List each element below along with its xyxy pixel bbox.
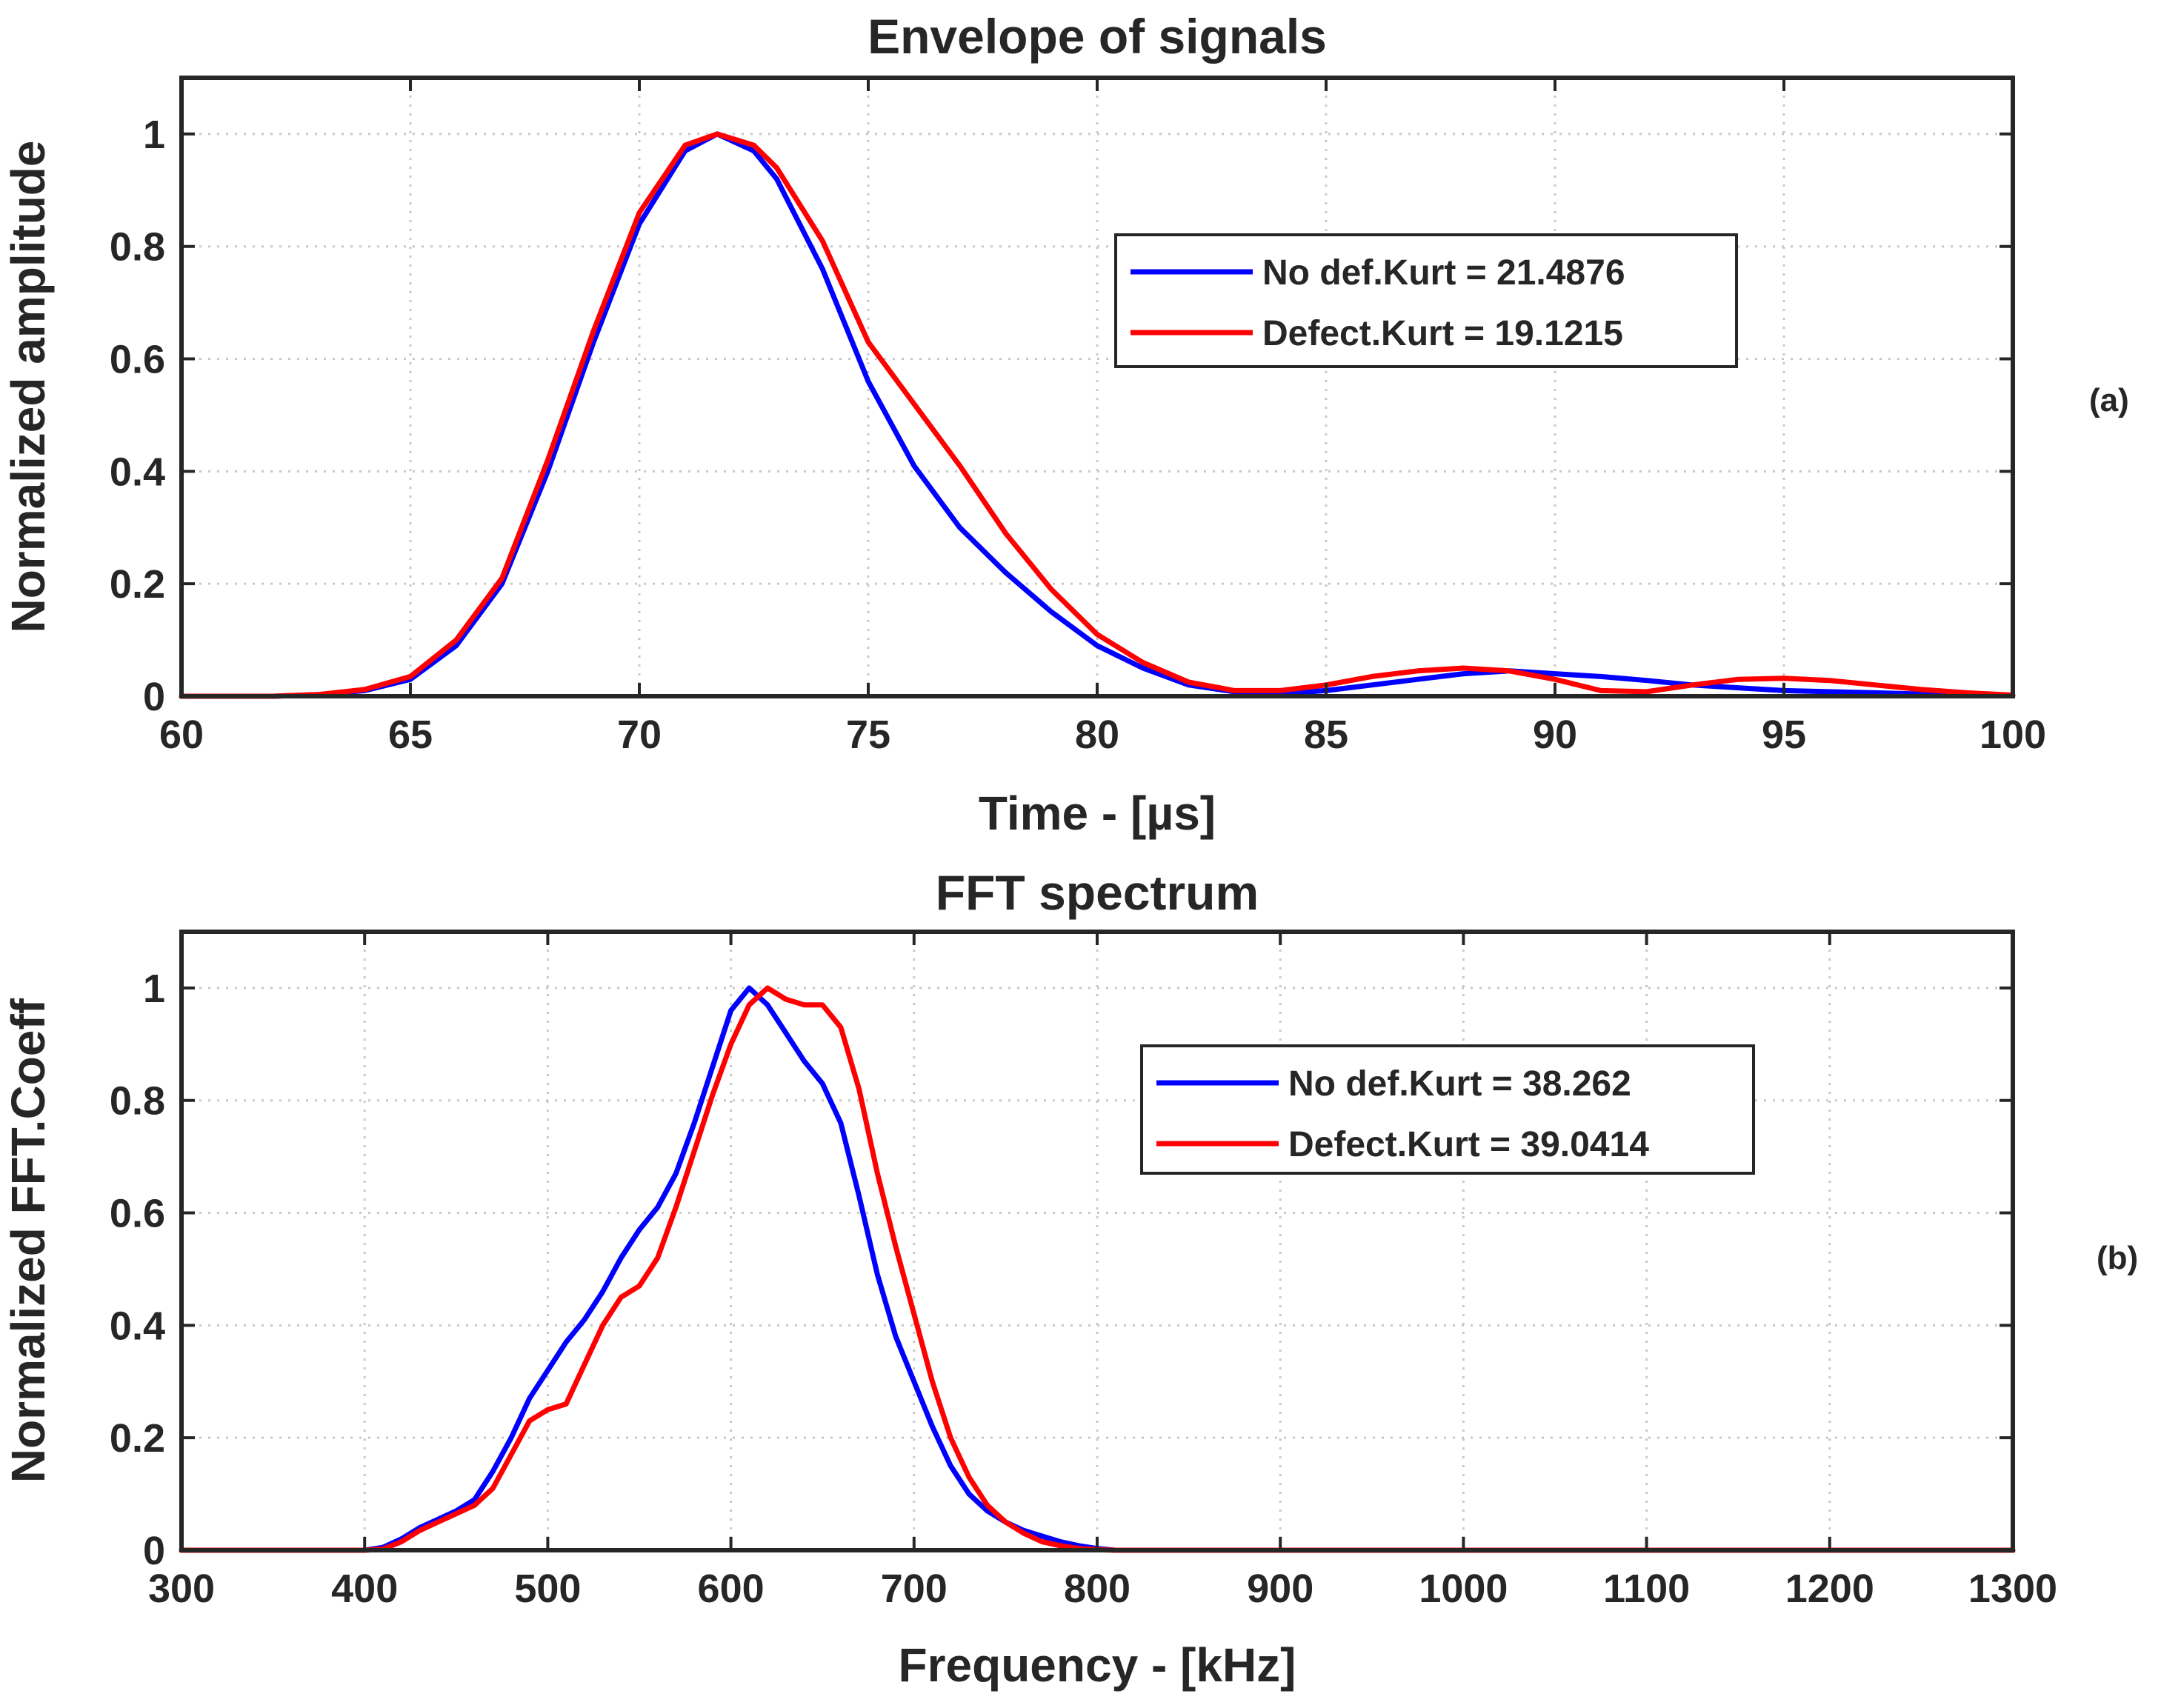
chart-title: FFT spectrum xyxy=(936,865,1259,920)
y-tick-label: 0.2 xyxy=(110,1416,165,1461)
legend-box xyxy=(1140,1044,1755,1175)
y-tick-label: 0.8 xyxy=(110,1079,165,1124)
grid xyxy=(182,78,2013,696)
panel-tag-a: (a) xyxy=(2089,382,2129,418)
legend-label-defect: Defect.Kurt = 39.0414 xyxy=(1288,1125,1649,1164)
x-tick-label: 1100 xyxy=(1603,1567,1690,1611)
x-ticks: 60 65 70 75 80 85 90 95 100 xyxy=(159,78,2046,757)
x-axis-label: Time - [µs] xyxy=(979,787,1216,840)
y-tick-label: 1 xyxy=(143,967,165,1011)
y-tick-label: 0.6 xyxy=(110,1192,165,1236)
series-line-defect xyxy=(179,131,2016,699)
x-ticks: 300 400 500 600 700 800 900 1000 1100 1200 1300 xyxy=(148,932,2057,1611)
legend-label-no-defect: No def.Kurt = 38.262 xyxy=(1288,1064,1631,1104)
x-tick-label: 300 xyxy=(148,1567,215,1611)
y-tick-label: 0.2 xyxy=(110,562,165,607)
x-tick-label: 80 xyxy=(1075,713,1119,757)
x-tick-label: 900 xyxy=(1247,1567,1313,1611)
legend: No def.Kurt = 38.262 Defect.Kurt = 39.04… xyxy=(1140,1044,1755,1175)
y-tick-label: 0 xyxy=(143,675,165,719)
x-tick-label: 65 xyxy=(388,713,433,757)
plot-area xyxy=(182,932,2013,1550)
panel-tag-b: (b) xyxy=(2097,1240,2138,1276)
x-tick-label: 60 xyxy=(159,713,204,757)
x-tick-label: 1000 xyxy=(1419,1567,1508,1611)
series-line-no-defect xyxy=(179,131,2016,699)
x-tick-label: 700 xyxy=(881,1567,948,1611)
y-tick-label: 0.8 xyxy=(110,225,165,270)
legend-label-defect: Defect.Kurt = 19.1215 xyxy=(1262,314,1623,353)
series-group xyxy=(179,985,2016,1553)
y-tick-label: 0.6 xyxy=(110,338,165,382)
y-axis-label: Normalized amplitude xyxy=(1,141,55,633)
x-tick-label: 100 xyxy=(1979,713,2046,757)
y-tick-label: 1 xyxy=(143,113,165,157)
panel-fft: 300 400 500 600 700 800 900 1000 1100 1200 1300 00… xyxy=(1,865,2138,1692)
grid xyxy=(182,932,2013,1550)
legend: No def.Kurt = 21.4876 Defect.Kurt = 19.1… xyxy=(1114,233,1738,368)
legend-box xyxy=(1114,233,1738,368)
x-tick-label: 500 xyxy=(514,1567,581,1611)
plot-area xyxy=(182,78,2013,696)
y-ticks: 0 0.2 0.4 0.6 0.8 1 xyxy=(110,113,2013,719)
legend-label-no-defect: No def.Kurt = 21.4876 xyxy=(1262,253,1625,293)
y-axis-label: Normalized FFT.Coeff xyxy=(1,998,55,1483)
x-axis-label: Frequency - [kHz] xyxy=(899,1638,1296,1692)
x-tick-label: 95 xyxy=(1762,713,1806,757)
y-tick-label: 0.4 xyxy=(110,1304,165,1348)
x-tick-label: 1200 xyxy=(1785,1567,1874,1611)
x-tick-label: 90 xyxy=(1533,713,1577,757)
panel-envelope: 60 65 70 75 80 85 90 95 100 0 0.2 0.4 0.6 0.8 1 Envel… xyxy=(1,9,2129,840)
x-tick-label: 600 xyxy=(698,1567,765,1611)
x-tick-label: 1300 xyxy=(1968,1567,2057,1611)
series-line-defect xyxy=(179,985,2016,1553)
x-tick-label: 70 xyxy=(617,713,662,757)
x-tick-label: 400 xyxy=(331,1567,398,1611)
y-tick-label: 0 xyxy=(143,1529,165,1573)
series-group xyxy=(179,131,2016,699)
y-ticks: 0 0.2 0.4 0.6 0.8 1 xyxy=(110,967,2013,1573)
chart-title: Envelope of signals xyxy=(868,9,1327,64)
y-tick-label: 0.4 xyxy=(110,450,165,494)
x-tick-label: 75 xyxy=(846,713,890,757)
x-tick-label: 800 xyxy=(1064,1567,1131,1611)
x-tick-label: 85 xyxy=(1304,713,1348,757)
